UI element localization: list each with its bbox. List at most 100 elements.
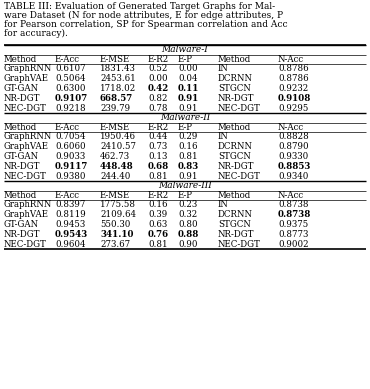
Text: GraphRNN: GraphRNN	[4, 65, 53, 74]
Text: 2109.64: 2109.64	[100, 210, 136, 219]
Text: 0.5064: 0.5064	[55, 74, 85, 83]
Text: N-Acc: N-Acc	[278, 55, 304, 64]
Text: for Pearson correlation, SP for Spearman correlation and Acc: for Pearson correlation, SP for Spearman…	[4, 20, 287, 29]
Text: NEC-DGT: NEC-DGT	[218, 172, 261, 180]
Text: NR-DGT: NR-DGT	[4, 94, 40, 103]
Text: GraphVAE: GraphVAE	[4, 74, 49, 83]
Text: E-Acc: E-Acc	[55, 123, 80, 132]
Text: NEC-DGT: NEC-DGT	[4, 172, 47, 180]
Text: GraphVAE: GraphVAE	[4, 142, 49, 151]
Text: 0.91: 0.91	[178, 103, 198, 112]
Text: E-MSE: E-MSE	[100, 191, 130, 200]
Text: E-R2: E-R2	[148, 123, 169, 132]
Text: E-MSE: E-MSE	[100, 123, 130, 132]
Text: E-MSE: E-MSE	[100, 55, 130, 64]
Text: 0.9117: 0.9117	[55, 162, 88, 171]
Text: GraphRNN: GraphRNN	[4, 200, 53, 209]
Text: 239.79: 239.79	[100, 103, 130, 112]
Text: 0.52: 0.52	[148, 65, 167, 74]
Text: 273.67: 273.67	[100, 240, 130, 249]
Text: 0.9108: 0.9108	[278, 94, 312, 103]
Text: 341.10: 341.10	[100, 230, 134, 239]
Text: DCRNN: DCRNN	[218, 210, 253, 219]
Text: 0.29: 0.29	[178, 132, 197, 141]
Text: 0.63: 0.63	[148, 220, 167, 229]
Text: NEC-DGT: NEC-DGT	[218, 240, 261, 249]
Text: 0.00: 0.00	[148, 74, 168, 83]
Text: E-R2: E-R2	[148, 191, 169, 200]
Text: Malware-II: Malware-II	[160, 113, 210, 122]
Text: 0.00: 0.00	[178, 65, 198, 74]
Text: 0.8738: 0.8738	[278, 210, 312, 219]
Text: NR-DGT: NR-DGT	[4, 230, 40, 239]
Text: 0.8119: 0.8119	[55, 210, 86, 219]
Text: 2410.57: 2410.57	[100, 142, 136, 151]
Text: E-Acc: E-Acc	[55, 55, 80, 64]
Text: 462.73: 462.73	[100, 152, 130, 161]
Text: NR-DGT: NR-DGT	[218, 162, 255, 171]
Text: NR-DGT: NR-DGT	[218, 230, 255, 239]
Text: 0.9453: 0.9453	[55, 220, 85, 229]
Text: 0.9375: 0.9375	[278, 220, 308, 229]
Text: IN: IN	[218, 132, 229, 141]
Text: 0.81: 0.81	[148, 240, 168, 249]
Text: 0.9218: 0.9218	[55, 103, 85, 112]
Text: GT-GAN: GT-GAN	[4, 84, 39, 93]
Text: 0.8738: 0.8738	[278, 200, 309, 209]
Text: Method: Method	[218, 191, 251, 200]
Text: 244.40: 244.40	[100, 172, 130, 180]
Text: N-Acc: N-Acc	[278, 191, 304, 200]
Text: 0.7054: 0.7054	[55, 132, 85, 141]
Text: NEC-DGT: NEC-DGT	[218, 103, 261, 112]
Text: 0.32: 0.32	[178, 210, 197, 219]
Text: 0.90: 0.90	[178, 240, 198, 249]
Text: 0.9033: 0.9033	[55, 152, 85, 161]
Text: 0.82: 0.82	[148, 94, 168, 103]
Text: 0.9002: 0.9002	[278, 240, 309, 249]
Text: 0.8786: 0.8786	[278, 65, 309, 74]
Text: 0.83: 0.83	[178, 162, 199, 171]
Text: IN: IN	[218, 200, 229, 209]
Text: 0.73: 0.73	[148, 142, 167, 151]
Text: 2453.61: 2453.61	[100, 74, 136, 83]
Text: NEC-DGT: NEC-DGT	[4, 240, 47, 249]
Text: 0.39: 0.39	[148, 210, 167, 219]
Text: GT-GAN: GT-GAN	[4, 220, 39, 229]
Text: NR-DGT: NR-DGT	[4, 162, 40, 171]
Text: Method: Method	[4, 123, 37, 132]
Text: 0.9330: 0.9330	[278, 152, 308, 161]
Text: 0.81: 0.81	[148, 172, 168, 180]
Text: 0.6107: 0.6107	[55, 65, 85, 74]
Text: Method: Method	[4, 55, 37, 64]
Text: 0.9295: 0.9295	[278, 103, 308, 112]
Text: 1950.46: 1950.46	[100, 132, 136, 141]
Text: E-R2: E-R2	[148, 55, 169, 64]
Text: 0.76: 0.76	[148, 230, 169, 239]
Text: Method: Method	[218, 55, 251, 64]
Text: 0.8773: 0.8773	[278, 230, 308, 239]
Text: 0.9107: 0.9107	[55, 94, 88, 103]
Text: DCRNN: DCRNN	[218, 74, 253, 83]
Text: ware Dataset (N for node attributes, E for edge attributes, P: ware Dataset (N for node attributes, E f…	[4, 11, 283, 20]
Text: 0.11: 0.11	[178, 84, 199, 93]
Text: GraphRNN: GraphRNN	[4, 132, 53, 141]
Text: 0.78: 0.78	[148, 103, 168, 112]
Text: 0.04: 0.04	[178, 74, 198, 83]
Text: 0.9604: 0.9604	[55, 240, 85, 249]
Text: 1775.58: 1775.58	[100, 200, 136, 209]
Text: 0.8786: 0.8786	[278, 74, 309, 83]
Text: 0.80: 0.80	[178, 220, 198, 229]
Text: E-Acc: E-Acc	[55, 191, 80, 200]
Text: E-P: E-P	[178, 123, 193, 132]
Text: 0.13: 0.13	[148, 152, 167, 161]
Text: E-P: E-P	[178, 55, 193, 64]
Text: 550.30: 550.30	[100, 220, 130, 229]
Text: 0.16: 0.16	[178, 142, 198, 151]
Text: 0.6300: 0.6300	[55, 84, 85, 93]
Text: 0.9340: 0.9340	[278, 172, 308, 180]
Text: for accuracy).: for accuracy).	[4, 29, 68, 38]
Text: STGCN: STGCN	[218, 220, 251, 229]
Text: 0.42: 0.42	[148, 84, 169, 93]
Text: 0.8828: 0.8828	[278, 132, 309, 141]
Text: 0.8853: 0.8853	[278, 162, 312, 171]
